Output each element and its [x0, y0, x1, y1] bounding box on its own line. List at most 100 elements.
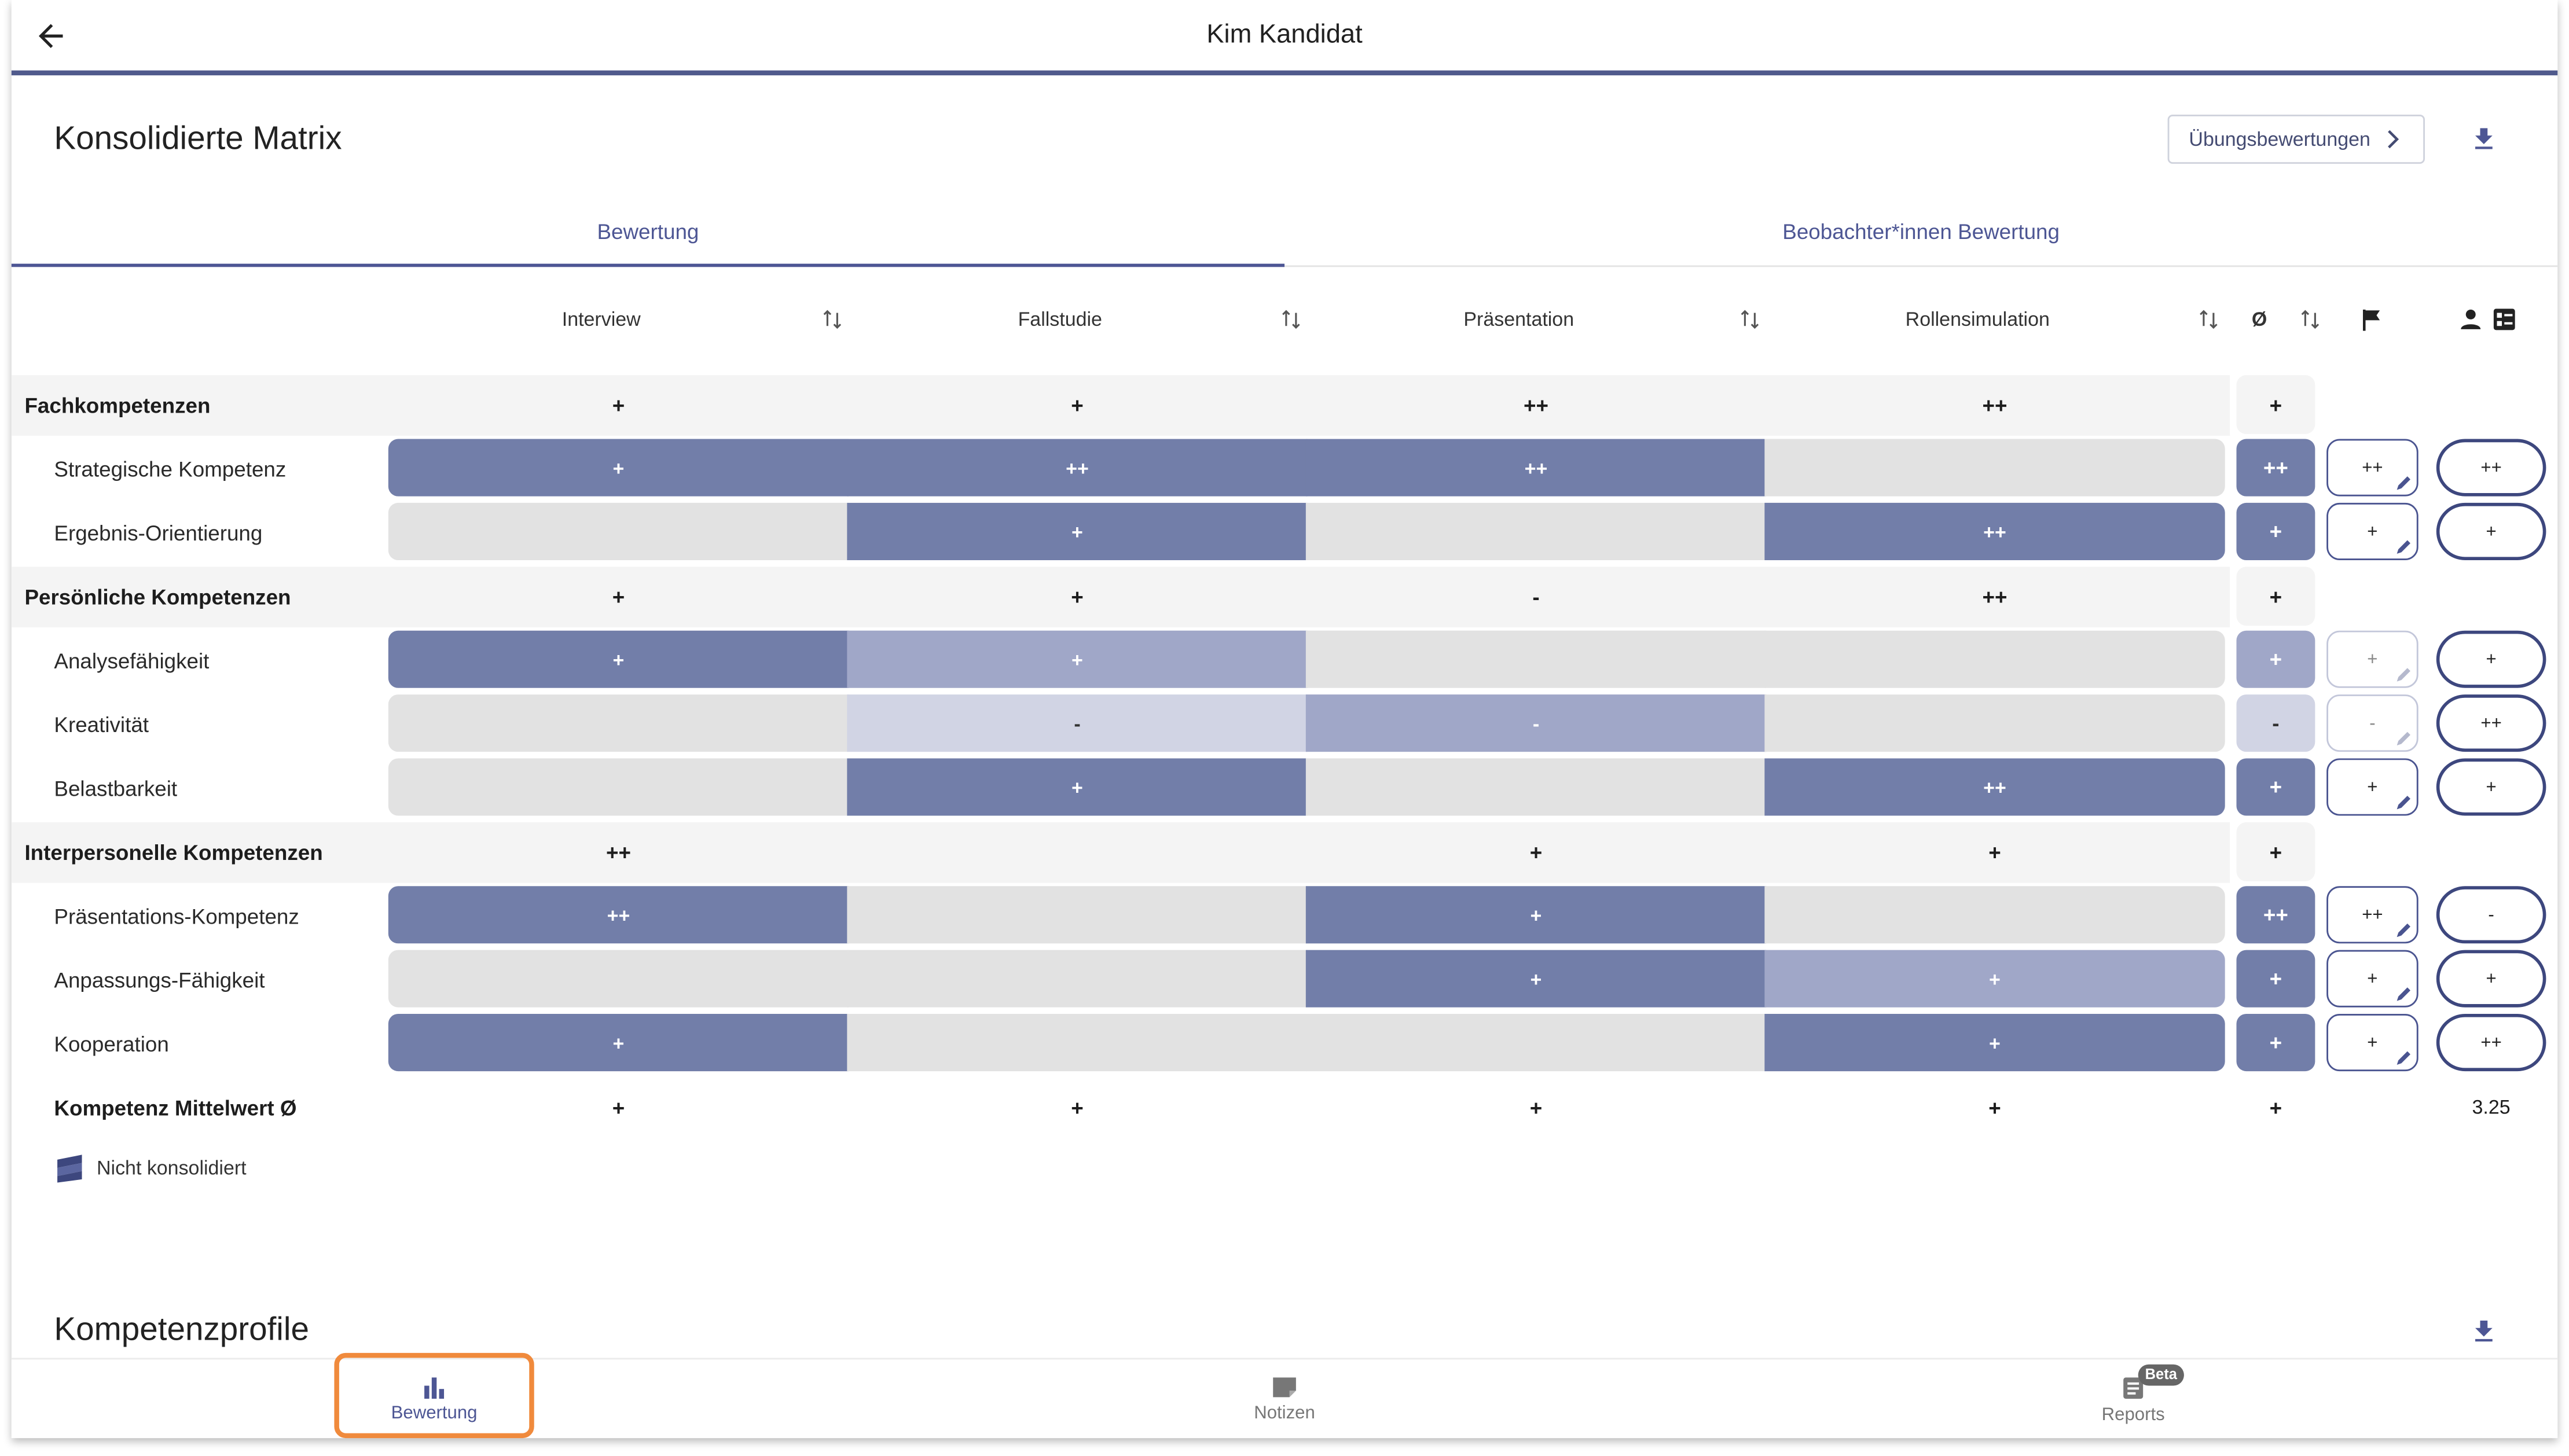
avg-column-header: Ø	[2251, 308, 2267, 331]
observer-rating-button[interactable]: +	[2326, 758, 2418, 816]
rating-cell[interactable]	[1305, 502, 1767, 560]
row-avg-box: -	[2236, 694, 2315, 752]
row-avg-box: +	[2236, 1014, 2315, 1072]
rating-cell[interactable]: +	[847, 502, 1308, 560]
top-app-bar	[11, 0, 2558, 76]
final-rating-pill[interactable]: +	[2436, 950, 2546, 1008]
rating-cell[interactable]	[388, 950, 849, 1008]
exercise-ratings-label: Übungsbewertungen	[2189, 127, 2370, 151]
rating-cell[interactable]: +	[1764, 1014, 2225, 1072]
final-rating-pill[interactable]: +	[2436, 630, 2546, 688]
sort-icon[interactable]	[2299, 308, 2322, 331]
row-avg-box: +	[2236, 758, 2315, 816]
nav-notizen[interactable]: Notizen	[1186, 1359, 1383, 1440]
group-value: ++	[605, 840, 631, 865]
sort-icon[interactable]	[1280, 308, 1303, 331]
observer-rating-value: +	[2367, 969, 2378, 989]
rating-cell[interactable]	[1305, 630, 1767, 688]
report-icon	[2123, 1376, 2144, 1398]
exercise-ratings-button[interactable]: Übungsbewertungen	[2167, 115, 2425, 164]
rating-cell[interactable]: +	[388, 630, 849, 688]
rating-cell[interactable]: +	[847, 758, 1308, 816]
rating-cell[interactable]: +	[388, 439, 849, 497]
group-value: ++	[1982, 393, 2008, 418]
nav-bewertung[interactable]: Bewertung	[336, 1359, 533, 1440]
rating-cell[interactable]: ++	[1305, 439, 1767, 497]
profiles-title: Kompetenzprofile	[54, 1312, 309, 1348]
legend-label: Nicht konsolidiert	[96, 1155, 247, 1179]
group-avg-box: +	[2236, 567, 2315, 626]
rating-cell[interactable]	[1764, 886, 2225, 944]
observer-rating-value: ++	[2362, 905, 2383, 925]
download-profiles-icon[interactable]	[2469, 1317, 2498, 1347]
rating-cell[interactable]	[847, 886, 1308, 944]
edit-pencil-icon	[2395, 921, 2413, 939]
nav-highlight-outline	[334, 1352, 534, 1439]
rating-cell[interactable]	[388, 502, 849, 560]
mean-label: Kompetenz Mittelwert Ø	[54, 1095, 297, 1120]
rating-cell[interactable]: +	[847, 630, 1308, 688]
bottom-navigation: Bewertung Notizen Reports	[11, 1358, 2558, 1440]
competency-label: Kreativität	[54, 712, 149, 737]
rating-cell[interactable]: -	[1305, 694, 1767, 752]
edit-pencil-icon	[2395, 473, 2413, 491]
mean-value: +	[612, 1095, 625, 1120]
download-icon[interactable]	[2469, 124, 2498, 154]
column-header-0: Interview	[561, 308, 641, 331]
final-rating-pill[interactable]: -	[2436, 886, 2546, 944]
bar-chart-icon	[424, 1377, 445, 1399]
chevron-right-icon	[2388, 130, 2399, 149]
rating-cell[interactable]	[1764, 439, 2225, 497]
not-consolidated-swatch-icon	[57, 1154, 82, 1183]
sort-icon[interactable]	[2197, 308, 2221, 331]
group-avg-box: +	[2236, 822, 2315, 881]
observer-rating-button[interactable]: -	[2326, 694, 2418, 752]
rating-cell[interactable]	[1305, 758, 1767, 816]
group-value: +	[1071, 393, 1084, 418]
observer-rating-value: +	[2367, 521, 2378, 542]
rating-cell[interactable]: +	[1305, 886, 1767, 944]
observer-rating-button[interactable]: +	[2326, 950, 2418, 1008]
rating-cell[interactable]	[847, 1014, 1308, 1072]
tab-beobachter-bewertung[interactable]: Beobachter*innen Bewertung	[1782, 219, 2060, 244]
rating-cell[interactable]: -	[847, 694, 1308, 752]
rating-cell[interactable]	[388, 694, 849, 752]
rating-cell[interactable]: +	[1305, 950, 1767, 1008]
final-rating-pill[interactable]: ++	[2436, 439, 2546, 497]
competency-label: Anpassungs-Fähigkeit	[54, 968, 265, 993]
rating-cell[interactable]: +	[388, 1014, 849, 1072]
sort-icon[interactable]	[1738, 308, 1761, 331]
final-rating-pill[interactable]: ++	[2436, 694, 2546, 752]
back-arrow-icon[interactable]	[33, 18, 69, 54]
rating-cell[interactable]	[1764, 630, 2225, 688]
rating-cell[interactable]	[1764, 694, 2225, 752]
rating-cell[interactable]	[388, 758, 849, 816]
final-rating-pill[interactable]: +	[2436, 758, 2546, 816]
group-value: ++	[1524, 393, 1548, 418]
beta-badge: Beta	[2138, 1364, 2184, 1386]
competency-label: Ergebnis-Orientierung	[54, 521, 263, 546]
sort-icon[interactable]	[821, 308, 844, 331]
observer-rating-button[interactable]: +	[2326, 1014, 2418, 1072]
column-header-3: Rollensimulation	[1905, 308, 2050, 331]
rating-cell[interactable]	[1305, 1014, 1767, 1072]
observer-rating-button[interactable]: ++	[2326, 886, 2418, 944]
row-avg-box: ++	[2236, 886, 2315, 944]
observer-rating-button[interactable]: ++	[2326, 439, 2418, 497]
nav-reports[interactable]: Reports	[2035, 1359, 2232, 1440]
rating-cell[interactable]: ++	[1764, 502, 2225, 560]
row-avg-box: +	[2236, 502, 2315, 560]
rating-cell[interactable]: ++	[847, 439, 1308, 497]
tab-bewertung[interactable]: Bewertung	[597, 219, 699, 244]
rating-cell[interactable]: ++	[1764, 758, 2225, 816]
final-rating-pill[interactable]: +	[2436, 502, 2546, 560]
rating-cell[interactable]: +	[1764, 950, 2225, 1008]
edit-pencil-icon	[2395, 793, 2413, 811]
final-rating-pill[interactable]: ++	[2436, 1014, 2546, 1072]
rating-cell[interactable]	[847, 950, 1308, 1008]
observer-rating-button[interactable]: +	[2326, 630, 2418, 688]
tab-active-indicator	[11, 263, 1285, 267]
observer-rating-button[interactable]: +	[2326, 502, 2418, 560]
rating-cell[interactable]: ++	[388, 886, 849, 944]
nav-reports-label: Reports	[2101, 1404, 2165, 1425]
